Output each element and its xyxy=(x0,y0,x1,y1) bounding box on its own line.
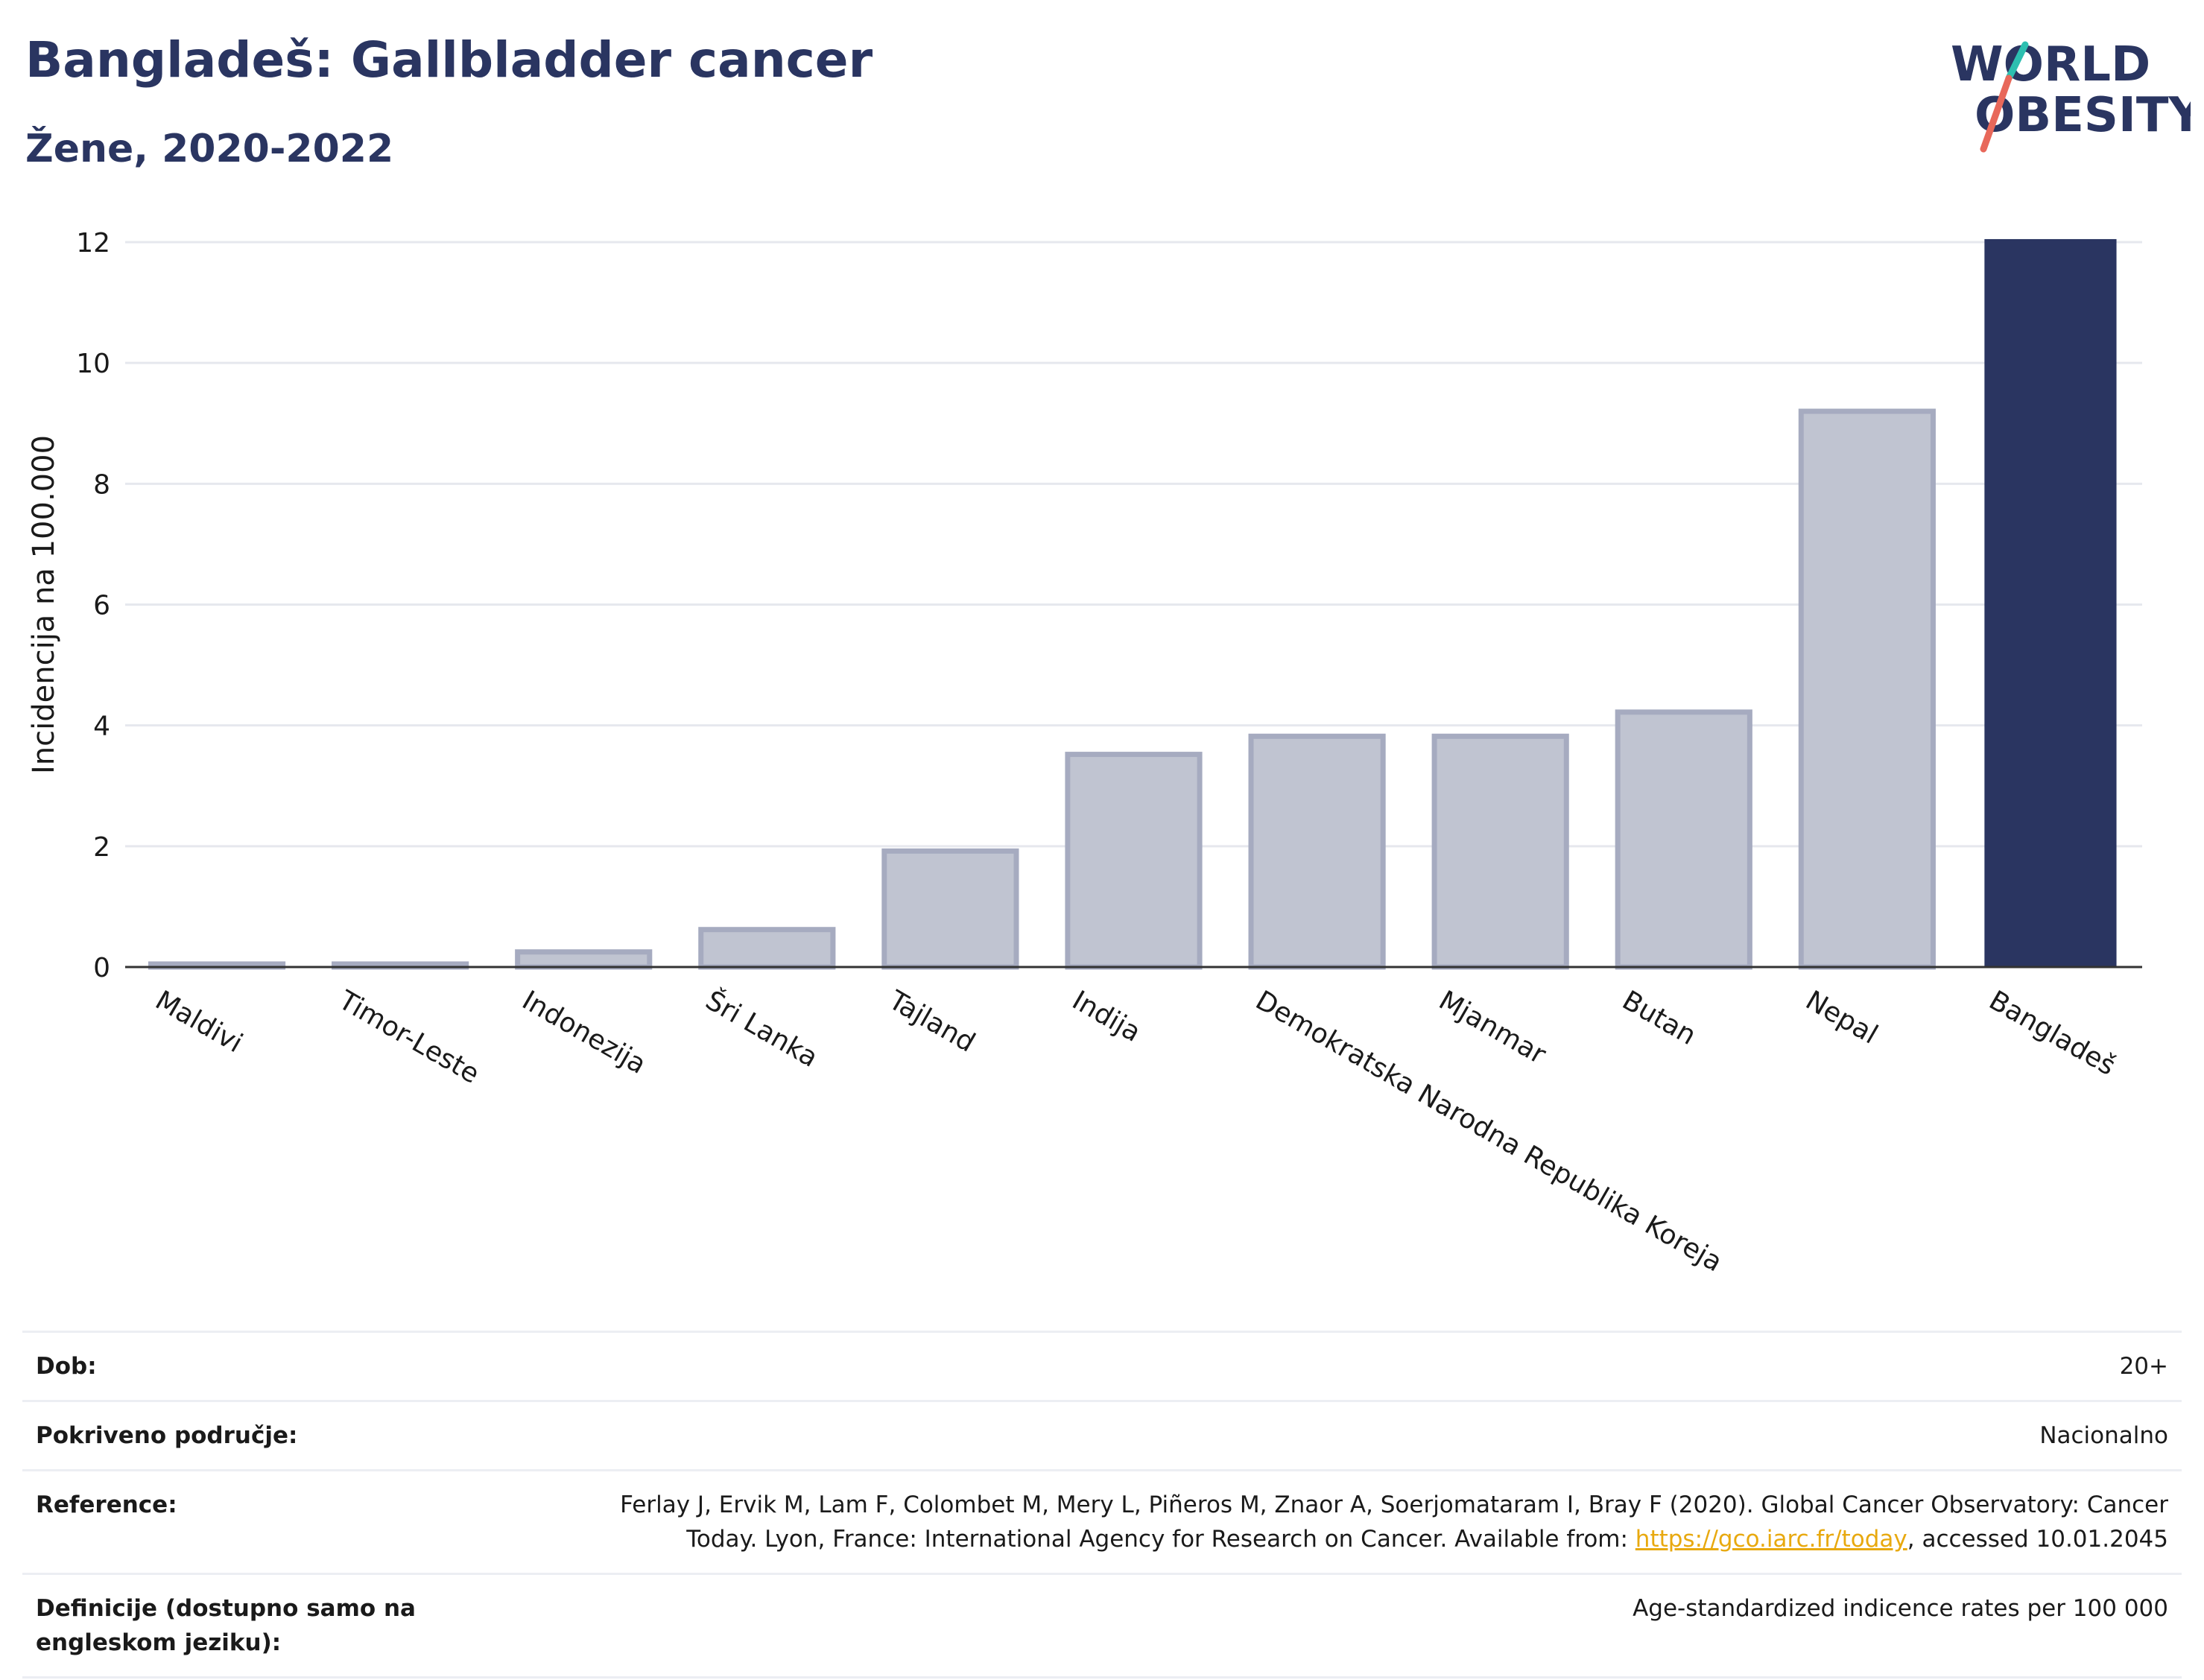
info-key: Pokriveno područje: xyxy=(36,1422,298,1449)
x-tick-label: Bangladeš xyxy=(1983,985,2121,1082)
info-row-age: Dob: 20+ xyxy=(22,1331,2182,1401)
bar-demokratska-narodna-republika-koreja xyxy=(1248,733,1386,970)
info-key: Dob: xyxy=(36,1353,97,1380)
bar-nepal xyxy=(1798,408,1936,970)
y-tick-label: 0 xyxy=(93,953,110,983)
info-row-definitions: Definicije (dostupno samo na engleskom j… xyxy=(22,1573,2182,1678)
x-tick-label: Nepal xyxy=(1800,985,1883,1050)
info-table: Dob: 20+ Pokriveno područje: Nacionalno … xyxy=(22,1331,2182,1679)
bar-tajland xyxy=(881,848,1019,970)
info-value: Ferlay J, Ervik M, Lam F, Colombet M, Me… xyxy=(571,1471,2182,1574)
x-tick-label: Tajland xyxy=(883,985,980,1059)
y-tick-label: 12 xyxy=(76,228,110,259)
bar-mjanmar xyxy=(1431,733,1569,970)
x-tick-label: Butan xyxy=(1617,985,1701,1051)
x-tick-label: Timor-Leste xyxy=(333,985,484,1090)
info-key: Definicije (dostupno samo na engleskom j… xyxy=(36,1595,416,1656)
bar-indonezija xyxy=(515,949,653,970)
bars xyxy=(148,238,2117,970)
logo-text-world: WORLD xyxy=(1951,37,2150,92)
x-tick-label: Indonezija xyxy=(517,985,651,1080)
logo-slash-top xyxy=(2005,41,2029,82)
reference-accessed: , accessed 10.01.2045 xyxy=(1907,1526,2168,1553)
y-tick-label: 10 xyxy=(76,349,110,379)
info-value: 20+ xyxy=(2119,1353,2168,1380)
bar-šri-lanka xyxy=(698,927,836,970)
y-axis-title: Incidencija na 100.000 xyxy=(27,435,61,774)
chart-title: Bangladeš: Gallbladder cancer xyxy=(25,31,873,89)
x-tick-label: Maldivi xyxy=(151,985,248,1059)
info-value: Age-standardized indicence rates per 100… xyxy=(1633,1595,2168,1622)
y-tick-label: 4 xyxy=(93,711,110,742)
info-row-reference: Reference: Ferlay J, Ervik M, Lam F, Col… xyxy=(22,1470,2182,1574)
y-tick-label: 8 xyxy=(93,469,110,500)
y-tick-label: 6 xyxy=(93,591,110,621)
world-obesity-logo: WORLD OBESITY xyxy=(1951,37,2191,153)
reference-line-2: Today. Lyon, France: International Agenc… xyxy=(686,1526,1635,1553)
info-row-coverage: Pokriveno područje: Nacionalno xyxy=(22,1401,2182,1471)
chart-subtitle: Žene, 2020-2022 xyxy=(25,127,394,171)
x-tick-label: Šri Lanka xyxy=(700,984,823,1074)
x-tick-labels: Maldivi Timor-Leste Indonezija Šri Lanka Taj… xyxy=(151,984,2121,1278)
info-value: Nacionalno xyxy=(2039,1422,2168,1449)
logo-slash-bottom xyxy=(1980,75,2013,153)
y-tick-labels: 0 2 4 6 8 10 12 xyxy=(76,228,110,983)
reference-line-1: Ferlay J, Ervik M, Lam F, Colombet M, Me… xyxy=(620,1492,2168,1518)
bar-indija xyxy=(1065,752,1203,970)
bar-bangladeš xyxy=(1984,238,2117,968)
x-tick-label: Mjanmar xyxy=(1434,985,1551,1071)
bar-chart: 0 2 4 6 8 10 12 Maldivi Timor-Leste Indonezija Šr… xyxy=(27,228,2142,1278)
reference-link[interactable]: https://gco.iarc.fr/today xyxy=(1635,1526,1907,1553)
y-tick-label: 2 xyxy=(93,832,110,863)
logo-text-obesity: OBESITY xyxy=(1975,88,2191,143)
x-tick-label: Indija xyxy=(1067,985,1146,1048)
info-key: Reference: xyxy=(36,1492,177,1518)
bar-butan xyxy=(1615,709,1752,970)
